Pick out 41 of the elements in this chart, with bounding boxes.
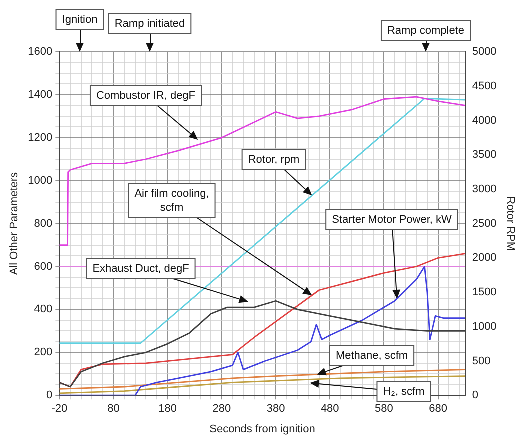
x-tick-label: 280 [212, 403, 232, 416]
text: Ramp complete [387, 25, 465, 38]
y2-tick-label: 5000 [472, 46, 497, 58]
y-tick-label: 800 [34, 218, 53, 230]
x-tick-label: 580 [375, 403, 394, 416]
y2-tick-label: 2000 [472, 252, 497, 264]
y-tick-label: 200 [34, 346, 53, 359]
y2-tick-label: 1500 [472, 286, 497, 299]
x-tick-label: 480 [320, 403, 340, 416]
y-tick-label: 600 [34, 260, 53, 273]
x-axis-title: Seconds from ignition [210, 423, 316, 436]
text: Ignition [62, 14, 98, 26]
x-tick-label: -20 [52, 403, 68, 416]
text: Ramp initiated [114, 18, 186, 30]
y2-tick-label: 500 [472, 355, 491, 368]
y2-tick-label: 4500 [472, 80, 497, 92]
y2-tick-label: 1000 [472, 320, 497, 333]
y-tick-label: 1400 [28, 88, 53, 101]
y2-tick-label: 0 [472, 390, 478, 402]
y2-tick-label: 4000 [472, 114, 497, 127]
y-tick-label: 1200 [28, 132, 53, 144]
y-tick-label: 0 [46, 390, 53, 402]
annotation: Methane, scfm [336, 350, 408, 362]
x-tick-label: 680 [429, 403, 448, 416]
y2-tick-label: 3000 [472, 183, 497, 196]
x-tick-label: 180 [158, 403, 178, 416]
x-tick-label: 380 [266, 403, 286, 416]
annotation: Combustor IR, degF [96, 90, 196, 102]
y2-tick-label: 2500 [472, 218, 497, 230]
annotation: H₂, scfm [383, 386, 425, 398]
y-tick-label: 1600 [28, 46, 53, 58]
annotation: Exhaust Duct, degF [92, 263, 190, 276]
y-tick-label: 400 [34, 304, 53, 316]
annotation: Starter Motor Power, kW [332, 214, 453, 226]
annotation: Rotor, rpm [248, 154, 300, 166]
annotation: Air film cooling, scfm [134, 188, 210, 214]
y2-axis-title: Rotor RPM [504, 196, 516, 252]
y-axis-title: All Other Parameters [8, 172, 21, 276]
y2-tick-label: 3500 [472, 149, 497, 162]
y-tick-label: 1000 [28, 174, 53, 187]
x-tick-label: 80 [108, 403, 120, 416]
